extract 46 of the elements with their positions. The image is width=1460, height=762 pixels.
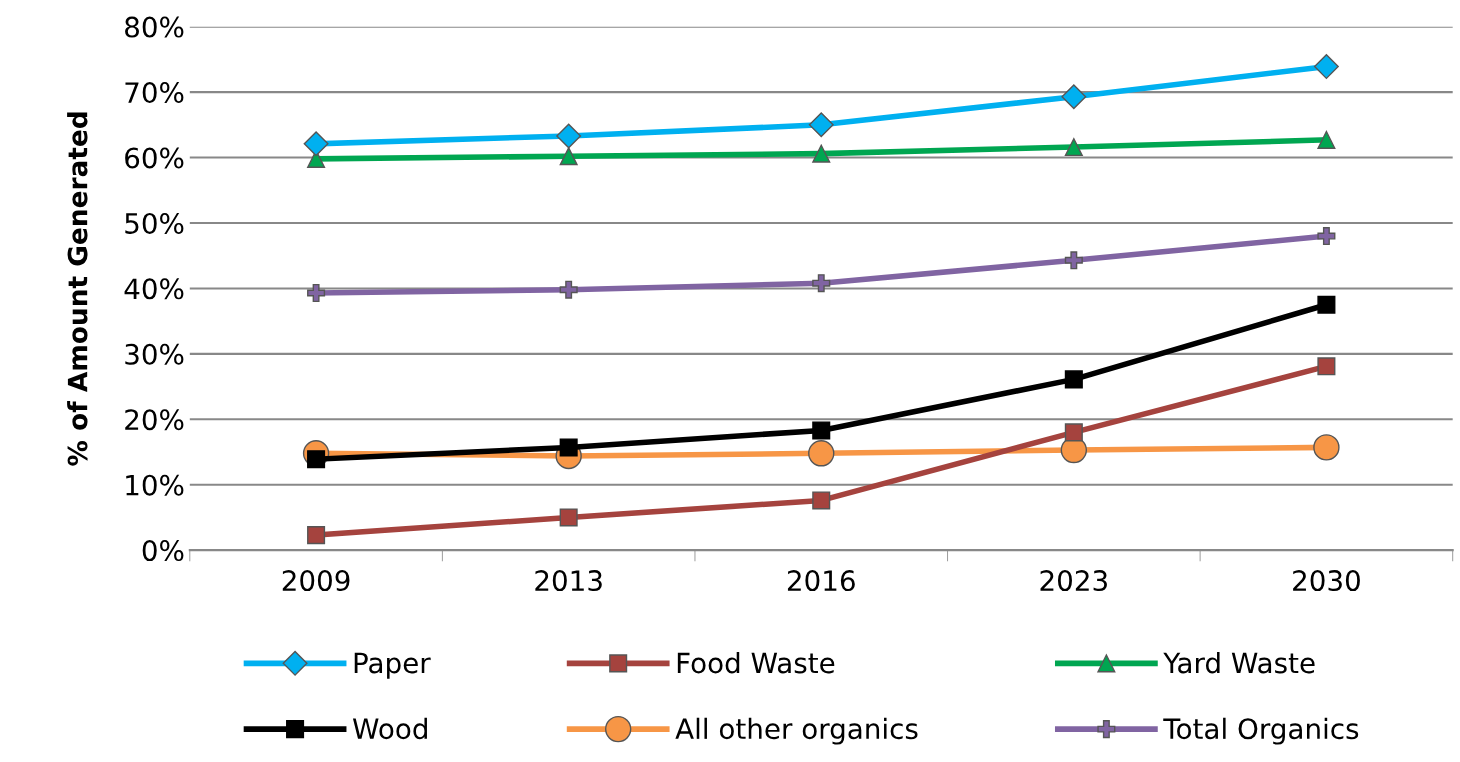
point [1317, 227, 1336, 246]
point [812, 144, 831, 163]
point [1317, 130, 1336, 149]
x-tick-label: 2023 [1040, 570, 1107, 592]
y-tick-label: 50% [125, 212, 184, 234]
point [1064, 423, 1083, 442]
point [1313, 54, 1339, 80]
legend-label: Food Waste [677, 651, 835, 674]
x-tick-label: 2013 [535, 570, 602, 592]
point [1061, 84, 1087, 110]
x-tick-label: 2009 [282, 570, 350, 592]
y-tick-label: 60% [125, 147, 184, 169]
y-tick-label: 10% [126, 474, 184, 496]
y-tick-label: 0% [142, 540, 184, 562]
point [307, 283, 326, 303]
x-tick-label: 2016 [787, 570, 855, 592]
point [1317, 357, 1336, 376]
legend-label: Total Organics [1163, 717, 1359, 745]
y-tick-label: 30% [125, 343, 184, 365]
point [812, 491, 831, 510]
point [556, 123, 582, 149]
point [303, 131, 329, 157]
legend-label: Yard Waste [1163, 651, 1315, 674]
y-tick-label: 40% [124, 278, 184, 300]
point [1313, 434, 1340, 461]
point [1064, 370, 1083, 389]
point [559, 508, 578, 527]
point [808, 112, 834, 138]
legend-label: All other organics [675, 717, 918, 745]
point [1064, 138, 1083, 157]
point [559, 147, 578, 166]
point [1064, 251, 1083, 270]
point [812, 274, 831, 293]
legend-label: Paper [354, 652, 431, 679]
y-tick-label: 80% [125, 16, 184, 38]
point [559, 438, 578, 457]
y-tick-label: 20% [125, 409, 184, 431]
y-tick-label: 70% [125, 82, 184, 104]
x-tick-label: 2030 [1293, 570, 1360, 592]
point [307, 526, 326, 545]
point [808, 440, 835, 467]
y-axis-title: % of Amount Generated [67, 112, 88, 466]
point [812, 421, 831, 440]
point [559, 280, 578, 299]
legend-label: Wood [352, 717, 427, 740]
point [1317, 295, 1336, 314]
